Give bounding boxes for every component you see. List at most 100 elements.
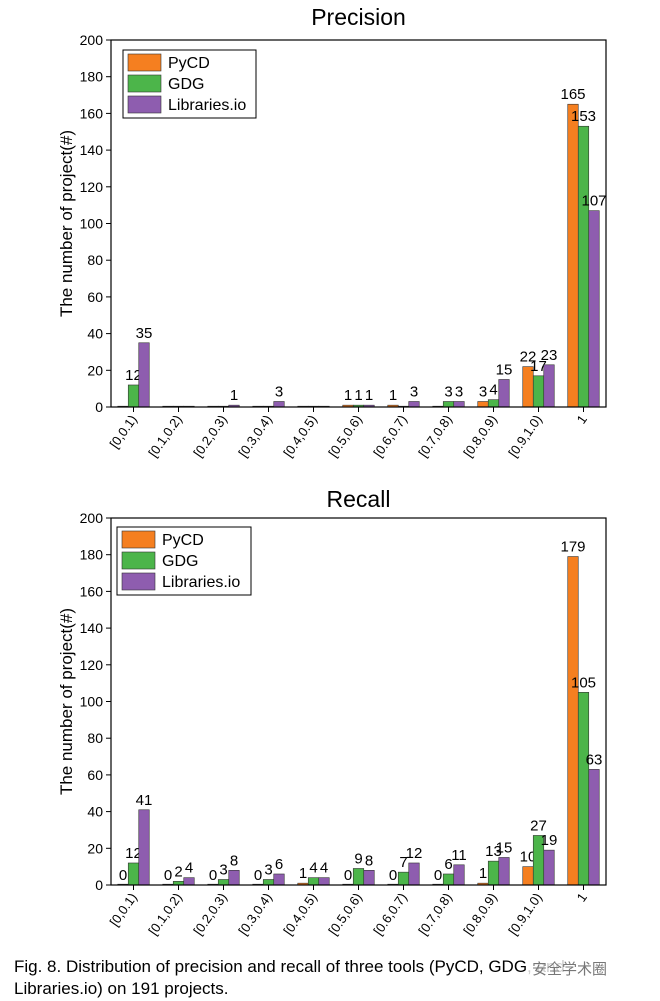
x-tick-label: [0.8,0.9) (460, 890, 500, 938)
y-tick-label: 120 (80, 179, 104, 195)
x-tick-label: [0.8,0.9) (460, 412, 500, 460)
data-label: 22 (520, 349, 537, 366)
bar-pycd (567, 103, 579, 408)
y-tick-label: 60 (87, 289, 103, 305)
bar-librariesio (318, 877, 330, 886)
bar-librariesio (453, 864, 465, 886)
data-label: 0 (119, 867, 127, 884)
y-tick-label: 60 (87, 767, 103, 783)
y-tick-label: 40 (87, 804, 103, 820)
figure-caption: Fig. 8. Distribution of precision and re… (14, 957, 565, 998)
bar-pycd (567, 556, 579, 886)
data-label: 4 (185, 860, 193, 877)
y-tick-label: 0 (95, 877, 103, 893)
y-tick-label: 100 (80, 694, 104, 710)
x-tick-label: 1 (574, 890, 590, 905)
data-label: 2 (174, 863, 182, 880)
data-label: 153 (571, 108, 596, 125)
data-label: 12 (406, 845, 423, 862)
data-label: 4 (309, 860, 317, 877)
data-label: 9 (354, 850, 362, 867)
legend: PyCD GDG Libraries.io (116, 526, 252, 596)
data-label: 165 (560, 86, 585, 103)
x-tick-label: [0.6,0.7) (370, 412, 410, 460)
bar-librariesio (543, 364, 555, 408)
bar-librariesio (363, 870, 375, 886)
bar-librariesio (498, 379, 510, 408)
plot-frame (110, 39, 607, 408)
data-label: 0 (164, 867, 172, 884)
data-label: 1 (389, 387, 397, 404)
data-label: 3 (455, 383, 463, 400)
x-tick-label: [0.1,0.2) (145, 890, 185, 938)
data-label: 35 (136, 325, 153, 342)
x-tick-label: 1 (574, 412, 590, 427)
bar-gdg (262, 879, 275, 886)
bar-librariesio (228, 870, 240, 886)
bar-librariesio (453, 401, 465, 408)
bar-librariesio (588, 210, 600, 408)
x-tick-label: [0.2,0.3) (190, 412, 230, 460)
bar-pycd (477, 401, 489, 408)
bar-librariesio (543, 849, 555, 886)
data-label: 1 (299, 865, 307, 882)
x-tick-label: [0.5,0.6) (325, 412, 365, 460)
legend-swatch (121, 551, 156, 570)
y-tick-label: 160 (80, 583, 104, 599)
data-label: 0 (389, 867, 397, 884)
data-label: 0 (254, 867, 262, 884)
data-label: 107 (581, 193, 606, 210)
bar-gdg (532, 375, 545, 408)
data-label: 27 (530, 817, 547, 834)
x-tick-label: [0.3,0.4) (235, 890, 275, 938)
data-label: 3 (410, 383, 418, 400)
y-tick-label: 120 (80, 657, 104, 673)
legend-label: Libraries.io (162, 574, 240, 591)
data-label: 3 (479, 383, 487, 400)
watermark: 安全学术圈 (528, 958, 612, 979)
legend-label: PyCD (162, 532, 204, 549)
bar-gdg (127, 862, 140, 886)
legend-label: GDG (168, 76, 204, 93)
data-label: 10 (520, 849, 537, 866)
bar-gdg (487, 860, 500, 886)
data-label: 11 (451, 847, 467, 864)
data-label: 3 (275, 383, 283, 400)
data-label: 17 (530, 358, 547, 375)
data-label: 7 (399, 854, 407, 871)
legend-swatch (127, 95, 162, 114)
bar-gdg (307, 877, 320, 886)
precision-chart: Precision 0 20 40 60 80 100 120 140 160 180 200 The … (57, 4, 607, 460)
x-tick-label: [0,0.1) (107, 412, 140, 451)
x-tick-label: [0,0.1) (107, 890, 140, 929)
data-label: 1 (365, 387, 373, 404)
y-tick-label: 180 (80, 69, 104, 85)
bar-librariesio (408, 862, 420, 886)
y-tick-label: 0 (95, 399, 103, 415)
data-label: 105 (571, 674, 596, 691)
bar-librariesio (273, 873, 285, 886)
bar-gdg (577, 125, 590, 408)
data-label: 0 (344, 867, 352, 884)
y-tick-label: 160 (80, 105, 104, 121)
x-tick-label: [0.5,0.6) (325, 890, 365, 938)
data-label: 41 (136, 792, 153, 809)
data-label: 0 (209, 867, 217, 884)
x-tick-label: [0.4,0.5) (280, 412, 320, 460)
legend-swatch (127, 53, 162, 72)
data-label: 4 (320, 860, 328, 877)
data-label: 13 (485, 843, 502, 860)
figure: Precision020406080100120140160180200The … (57, 4, 607, 938)
bar-librariesio (588, 769, 600, 886)
data-label: 12 (125, 367, 142, 384)
legend-swatch (127, 74, 162, 93)
legend-label: PyCD (168, 55, 210, 72)
data-label: 12 (125, 845, 142, 862)
x-tick-label: [0.9,1.0) (505, 890, 545, 938)
x-tick-label: [0.2,0.3) (190, 890, 230, 938)
y-tick-label: 200 (80, 32, 104, 48)
data-label: 1 (230, 387, 238, 404)
data-label: 1 (344, 387, 352, 404)
y-tick-label: 140 (80, 142, 104, 158)
